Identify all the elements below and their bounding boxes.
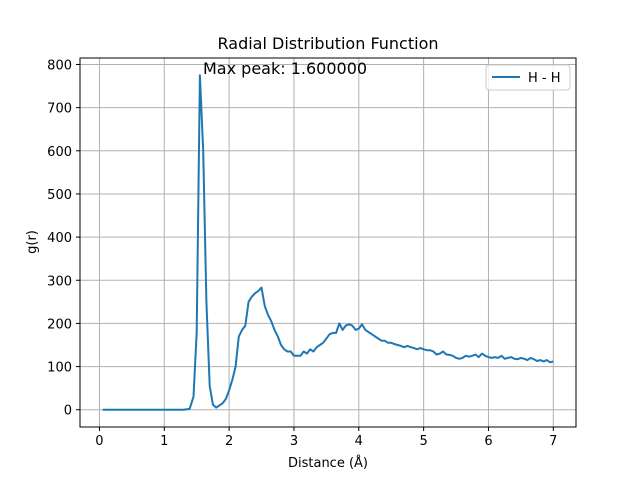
plot-frame <box>79 57 577 428</box>
grid-lines <box>80 58 576 427</box>
x-axis-ticks: 0 1 2 3 4 5 6 7 <box>95 427 557 449</box>
x-tick-label: 1 <box>160 434 168 449</box>
legend-label-h-h: H - H <box>528 71 561 86</box>
x-tick-label: 0 <box>95 434 103 449</box>
y-tick-label: 100 <box>47 361 72 376</box>
y-tick-label: 200 <box>47 317 72 332</box>
series-layer <box>102 74 554 411</box>
y-axis-ticks: 0 100 200 300 400 500 600 700 800 <box>47 58 80 419</box>
x-tick-label: 5 <box>419 434 427 449</box>
x-axis-label: Distance (Å) <box>288 455 368 471</box>
y-tick-label: 600 <box>47 145 72 160</box>
legend-box <box>485 64 571 91</box>
legend: H - H <box>485 64 571 91</box>
y-tick-label: 400 <box>47 231 72 246</box>
x-tick-label: 4 <box>355 434 363 449</box>
y-tick-label: 800 <box>47 58 72 73</box>
y-tick-label: 700 <box>47 102 72 117</box>
x-tick-label: 2 <box>225 434 233 449</box>
y-axis-label: g(r) <box>25 230 40 254</box>
x-tick-label: 7 <box>549 434 557 449</box>
x-tick-label: 6 <box>484 434 492 449</box>
y-tick-label: 500 <box>47 188 72 203</box>
y-tick-label: 300 <box>47 274 72 289</box>
chart-title: Radial Distribution Function <box>218 34 439 53</box>
x-tick-label: 3 <box>290 434 298 449</box>
y-tick-label: 0 <box>64 404 72 419</box>
series-line-h-h <box>102 74 554 411</box>
max-peak-annotation: Max peak: 1.600000 <box>203 59 367 78</box>
